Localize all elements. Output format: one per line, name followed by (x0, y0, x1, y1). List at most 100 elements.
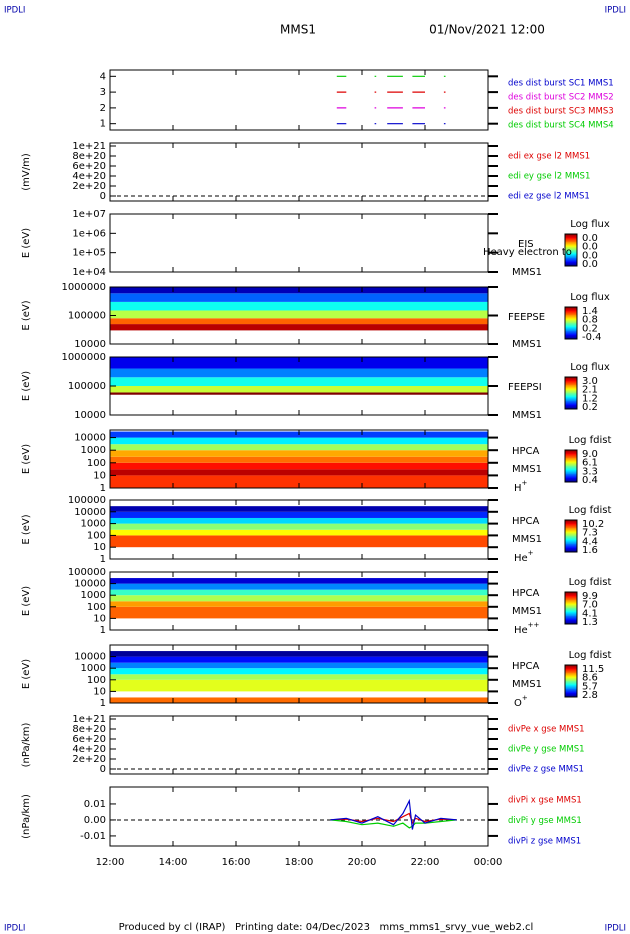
spectrogram-band (110, 589, 488, 596)
y-tick-label: 100 (87, 602, 106, 613)
colorbar-step (565, 234, 577, 236)
y-tick-label: 6e+20 (72, 161, 106, 172)
colorbar-step (565, 248, 577, 251)
spectrogram-band (110, 523, 488, 530)
colorbar-step (565, 397, 577, 399)
colorbar-step (565, 254, 577, 256)
y-tick-label: 8e+20 (72, 151, 106, 162)
colorbar-tick-label: 1.2 (582, 393, 598, 404)
colorbar-step (565, 610, 577, 613)
colorbar-step (565, 529, 577, 532)
colorbar-step (565, 452, 577, 455)
spectrogram-band (110, 392, 488, 395)
colorbar-step (565, 463, 577, 466)
colorbar-step (565, 520, 577, 522)
colorbar-step (565, 262, 577, 264)
spectrogram-band (110, 310, 488, 319)
colorbar-step (565, 250, 577, 252)
x-tick-label: 12:00 (96, 857, 125, 868)
colorbar-step (565, 687, 577, 690)
colorbar-step (565, 382, 577, 385)
colorbar-step (565, 466, 577, 468)
y-tick-label: 10000 (74, 433, 106, 444)
colorbar-tick-label: 8.6 (582, 673, 598, 684)
species: H+ (514, 479, 528, 494)
colorbar-step (565, 683, 577, 686)
y-tick-label: 100000 (68, 381, 106, 392)
colorbar-step (565, 689, 577, 691)
y-tick-label: 100000 (68, 567, 106, 578)
colorbar-tick-label: 0.8 (582, 315, 598, 326)
colorbar-tick-label: 11.5 (582, 664, 604, 675)
colorbar-step (565, 307, 577, 309)
spectrogram-band (110, 324, 488, 331)
y-axis-label: E (eV) (21, 371, 32, 401)
y-tick-label: 0 (100, 764, 106, 775)
spectrogram-band (110, 595, 488, 602)
colorbar-tick-label: -0.4 (582, 332, 602, 343)
colorbar-step (565, 472, 577, 475)
colorbar-step (565, 458, 577, 460)
colorbar-step (565, 336, 577, 339)
colorbar-step (565, 536, 577, 538)
y-axis-label: E (eV) (21, 659, 32, 689)
colorbar-title: Log fdist (569, 577, 612, 588)
colorbar-step (565, 673, 577, 675)
colorbar-tick-label: 9.9 (582, 591, 598, 602)
colorbar-tick-label: 0.0 (582, 242, 598, 253)
colorbar-tick-label: 3.3 (582, 466, 598, 477)
colorbar-step (565, 524, 577, 526)
colorbar-tick-label: 1.3 (582, 617, 598, 628)
colorbar-step (565, 618, 577, 621)
corner-tag: IPDLI (605, 924, 626, 934)
panel-frame (109, 715, 489, 775)
y-tick-label: 1000 (81, 590, 106, 601)
colorbar-step (565, 406, 577, 409)
colorbar-step (565, 693, 577, 695)
spectrogram-band (110, 301, 488, 311)
colorbar-step (565, 686, 577, 689)
colorbar-step (565, 470, 577, 472)
spacecraft: MMS1 (512, 534, 542, 545)
colorbar-tick-label: 2.8 (582, 690, 598, 701)
colorbar-step (565, 239, 577, 242)
colorbar-step (565, 471, 577, 474)
y-tick-label: 10000 (74, 652, 106, 663)
y-tick-label: 2e+20 (72, 754, 106, 765)
colorbar-step (565, 379, 577, 382)
colorbar-step (565, 385, 577, 387)
colorbar-step (565, 315, 577, 317)
y-tick-label: 100 (87, 675, 106, 686)
y-tick-label: 10000 (74, 410, 106, 421)
colorbar-tick-label: 0.4 (582, 475, 598, 486)
colorbar-step (565, 251, 577, 254)
spectrogram-band (110, 578, 488, 584)
colorbar-step (565, 256, 577, 259)
y-axis-label: (nPa/km) (21, 794, 32, 839)
series-line (330, 798, 457, 830)
spectrogram-band (110, 651, 488, 657)
y-tick-label: 10000 (74, 579, 106, 590)
colorbar-step (565, 405, 577, 407)
instrument: FEEPSI (508, 382, 542, 393)
y-tick-label: 100 (87, 530, 106, 541)
colorbar-step (565, 691, 577, 694)
spectrogram-band (110, 668, 488, 675)
spectrogram-band (110, 662, 488, 669)
colorbar-step (565, 389, 577, 391)
colorbar-step (565, 247, 577, 250)
spectrogram-band (110, 583, 488, 590)
y-tick-label: 1000 (81, 445, 106, 456)
y-tick-label: 8e+20 (72, 724, 106, 735)
colorbar-step (565, 594, 577, 597)
colorbar-step (565, 592, 577, 594)
colorbar-step (565, 694, 577, 697)
y-tick-label: 1e+07 (72, 209, 106, 220)
colorbar-step (565, 670, 577, 673)
colorbar-step (565, 260, 577, 263)
y-tick-label: 1e+05 (72, 248, 106, 259)
colorbar-step (565, 252, 577, 255)
colorbar-step (565, 391, 577, 394)
colorbar-step (565, 526, 577, 529)
colorbar-tick-label: 9.0 (582, 449, 598, 460)
